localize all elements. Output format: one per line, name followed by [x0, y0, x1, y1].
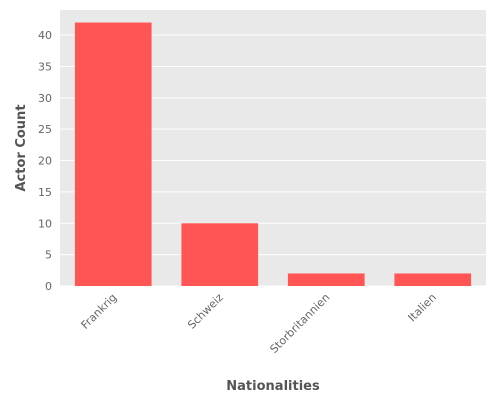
x-axis-title: Nationalities [226, 379, 320, 394]
bars [74, 22, 472, 287]
x-tick-labels: Frankrig Schweiz Storbritannien Italien [79, 291, 439, 356]
bar-italien [394, 273, 472, 286]
x-tick-label: Schweiz [185, 291, 226, 332]
bar-storbritannien [287, 273, 365, 286]
bar-schweiz [181, 223, 259, 286]
y-tick-label: 15 [38, 186, 52, 199]
y-tick-label: 20 [38, 155, 52, 168]
y-axis-title: Actor Count [14, 104, 29, 191]
bar-frankrig [74, 22, 152, 287]
y-tick-label: 5 [45, 249, 52, 262]
y-tick-label: 35 [38, 60, 52, 73]
y-tick-label: 25 [38, 123, 52, 136]
y-tick-label: 30 [38, 92, 52, 105]
x-tick-label: Italien [406, 291, 439, 324]
y-tick-labels: 0 5 10 15 20 25 30 35 40 [38, 29, 52, 293]
y-tick-label: 0 [45, 280, 52, 293]
x-tick-label: Storbritannien [267, 291, 332, 356]
y-tick-label: 10 [38, 217, 52, 230]
x-tick-label: Frankrig [79, 291, 120, 332]
y-tick-label: 40 [38, 29, 52, 42]
